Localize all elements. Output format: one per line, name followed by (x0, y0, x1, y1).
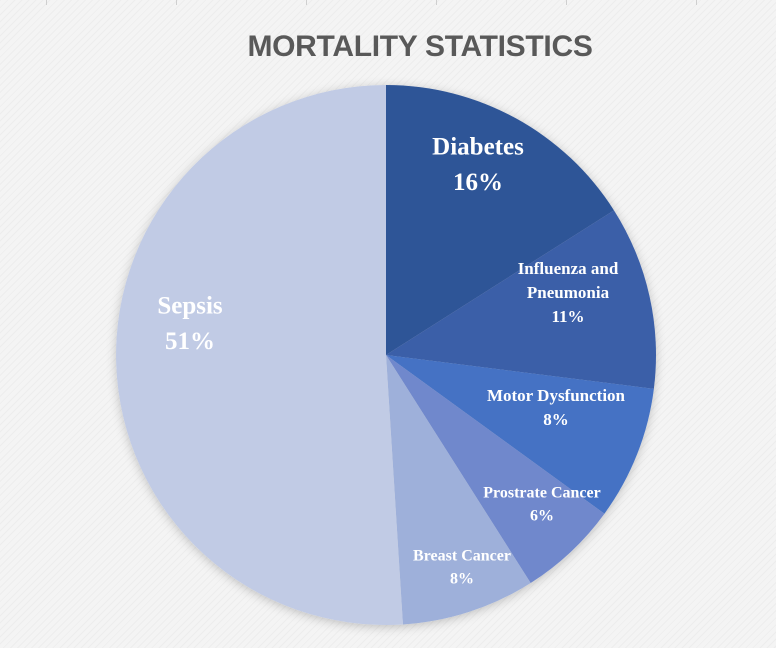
chart-title: MORTALITY STATISTICS (247, 30, 593, 63)
slice-label: Prostrate Cancer 6% (483, 485, 600, 525)
sheet-gridline (306, 0, 307, 5)
pie-slice-influenza-and-pneumonia (386, 210, 656, 389)
slice-percent-label: 16% (453, 169, 503, 196)
pie-slice-motor-dysfunction (386, 355, 654, 514)
slice-percent-label: 11% (551, 307, 584, 326)
slice-label: Influenza and Pneumonia 11% (518, 259, 619, 326)
slice-name-label: Motor Dysfunction (487, 386, 626, 405)
slice-label: Sepsis 51% (157, 292, 223, 355)
slice-name-label: Sepsis (157, 292, 223, 319)
sheet-gridline (436, 0, 437, 5)
sheet-gridline (566, 0, 567, 5)
slice-label: Motor Dysfunction 8% (487, 386, 626, 429)
pie-slice-breast-cancer (386, 355, 531, 625)
slice-label: Diabetes 16% (432, 133, 524, 196)
slice-percent-label: 6% (530, 507, 554, 524)
slice-percent-label: 8% (543, 410, 569, 429)
slice-name-label: Influenza and (518, 259, 619, 278)
sheet-gridline (46, 0, 47, 5)
slice-name-label: Pneumonia (527, 283, 610, 302)
slice-name-label: Diabetes (432, 133, 524, 160)
slice-percent-label: 8% (450, 570, 474, 587)
pie-labels: Diabetes 16% Influenza and Pneumonia 11% Moto… (157, 133, 625, 587)
pie-slice-diabetes (386, 85, 614, 355)
pie-slice-sepsis (116, 85, 403, 625)
pie-slice-prostrate-cancer (386, 355, 605, 583)
slice-label: Breast Cancer 8% (413, 548, 511, 588)
sheet-gridline (696, 0, 697, 5)
slice-percent-label: 51% (165, 328, 215, 355)
pie-slices (116, 85, 656, 625)
slice-name-label: Breast Cancer (413, 548, 511, 565)
slice-name-label: Prostrate Cancer (483, 485, 600, 502)
sheet-gridline (176, 0, 177, 5)
